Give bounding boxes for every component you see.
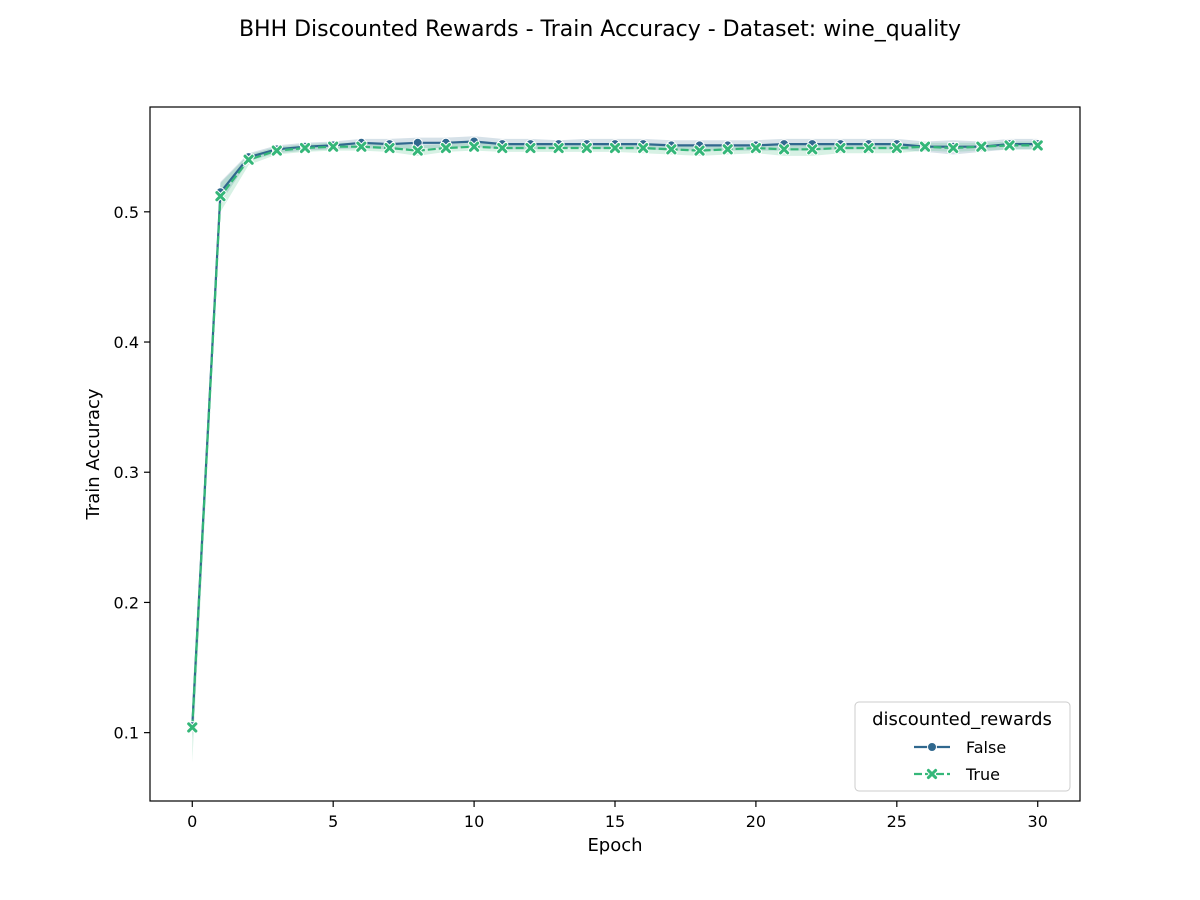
data-point-true: [496, 141, 509, 155]
legend: discounted_rewards False True: [854, 701, 1071, 792]
data-point-true: [890, 141, 903, 155]
x-tick-label: 25: [887, 812, 907, 831]
data-point-true: [608, 141, 622, 155]
data-point-true: [1003, 139, 1016, 152]
data-point-true: [524, 141, 537, 155]
data-point-true: [806, 143, 819, 156]
legend-marker-true: [925, 767, 939, 781]
data-point-true: [411, 144, 424, 157]
series-line-true: [191, 144, 1038, 728]
legend-box: [854, 701, 1071, 792]
x-tick-label: 20: [746, 812, 766, 831]
data-point-true: [214, 190, 227, 203]
data-point-true: [947, 141, 960, 155]
plot-frame: [149, 106, 1081, 802]
data-point-true: [777, 143, 791, 156]
series-markers: [186, 136, 1044, 734]
data-point-true: [834, 141, 847, 155]
data-point-true: [270, 144, 283, 157]
data-point-true: [327, 140, 340, 153]
series-lines: [191, 140, 1038, 728]
series-line-false: [191, 140, 1038, 727]
legend-item-false: False: [914, 738, 1006, 757]
data-point-true: [298, 141, 312, 155]
x-tick-label: 10: [464, 812, 484, 831]
ci-band-false: [192, 136, 1038, 740]
x-tick-label: 5: [328, 812, 338, 831]
x-tick-label: 30: [1028, 812, 1048, 831]
legend-label-true: True: [965, 765, 1000, 784]
data-point-true: [1031, 139, 1044, 152]
legend-title: discounted_rewards: [872, 709, 1052, 730]
data-point-true: [355, 140, 368, 153]
y-tick-label: 0.4: [114, 333, 139, 352]
x-tick-label: 0: [187, 812, 197, 831]
data-point-true: [186, 721, 199, 734]
x-tick-label: 15: [605, 812, 625, 831]
chart-title: BHH Discounted Rewards - Train Accuracy …: [239, 17, 961, 42]
y-axis-label: Train Accuracy: [83, 388, 104, 520]
y-tick-label: 0.1: [114, 724, 139, 743]
data-point-true: [637, 141, 650, 155]
ci-band-true: [192, 141, 1038, 763]
y-tick-label: 0.3: [114, 463, 139, 482]
data-point-true: [439, 141, 453, 155]
data-point-true: [467, 140, 481, 153]
data-point-true: [242, 153, 255, 166]
data-point-true: [721, 143, 734, 156]
data-point-true: [552, 141, 565, 155]
data-point-true: [749, 141, 763, 155]
legend-label-false: False: [966, 738, 1006, 757]
data-point-true: [918, 140, 932, 153]
data-point-true: [383, 141, 396, 155]
legend-item-true: True: [914, 765, 1000, 784]
x-axis-label: Epoch: [587, 835, 642, 856]
data-point-true: [693, 144, 706, 157]
confidence-bands: [192, 136, 1038, 763]
data-point-true: [580, 141, 593, 155]
data-point-true: [975, 140, 988, 153]
y-tick-label: 0.2: [114, 593, 139, 612]
legend-marker-false: [927, 742, 937, 752]
x-axis-ticks: 0 5 10 15 20 25 30: [187, 801, 1048, 831]
y-tick-label: 0.5: [114, 203, 139, 222]
data-point-true: [665, 143, 678, 156]
y-axis-ticks: 0.1 0.2 0.3 0.4 0.5: [114, 203, 150, 743]
data-point-true: [862, 141, 875, 155]
